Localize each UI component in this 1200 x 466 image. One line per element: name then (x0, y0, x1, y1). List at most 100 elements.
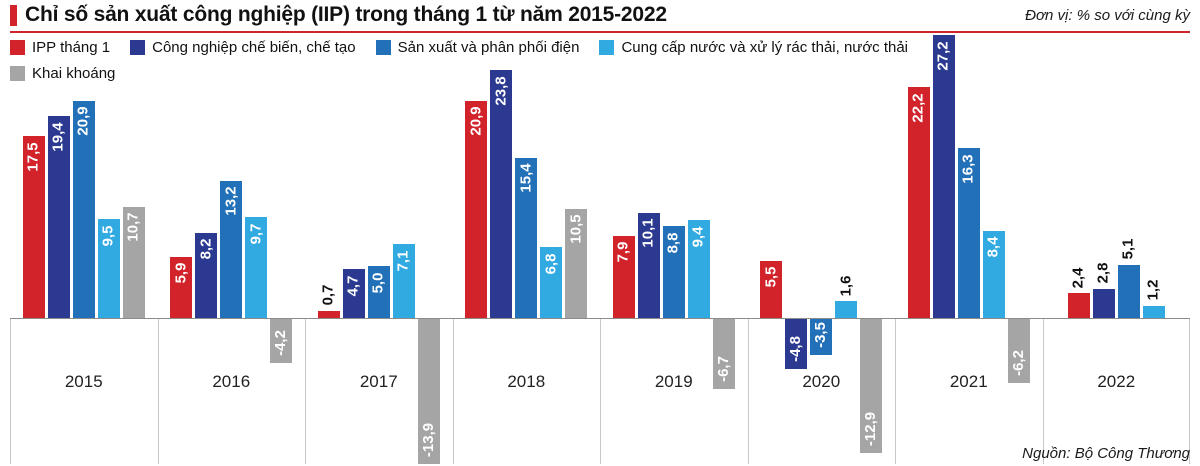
bar-value-label: 5,1 (1119, 239, 1137, 260)
grid-line (157, 318, 159, 464)
grid-line (1189, 318, 1190, 464)
legend-row: IPP tháng 1 Công nghiệp chế biến, chế tạo… (10, 39, 908, 56)
legend-item-cyan: Cung cấp nước và xử lý rác thải, nước th… (599, 39, 908, 56)
legend-item-gray: Khai khoáng (10, 65, 115, 82)
legend-row: Khai khoáng (10, 65, 908, 82)
bar-value-label: -12,9 (862, 412, 880, 447)
bar-blue-2016 (220, 180, 243, 318)
grid-line (452, 318, 454, 464)
year-label: 2017 (359, 372, 398, 391)
source-note: Nguồn: Bộ Công Thương (1022, 445, 1190, 462)
legend-label: Cung cấp nước và xử lý rác thải, nước th… (621, 39, 909, 56)
bar-red-2022 (1067, 293, 1090, 318)
bar-value-label: 10,7 (124, 212, 142, 242)
legend-label: IPP tháng 1 (32, 39, 111, 56)
year-label: 2020 (802, 372, 841, 391)
grid-line (600, 318, 601, 464)
bar-navy-2020 (785, 319, 808, 369)
legend-item-navy: Công nghiệp chế biến, chế tạo (130, 39, 356, 56)
baseline (10, 318, 1190, 319)
bar-cyan-2017 (392, 244, 415, 318)
bar-blue-2020 (810, 319, 833, 356)
bar-blue-2018 (515, 157, 538, 318)
bar-value-label: 13,2 (222, 186, 240, 216)
year-label: 2018 (507, 372, 546, 391)
bar-value-label: 15,4 (517, 163, 535, 193)
bar-blue-2017 (367, 266, 390, 318)
bar-cyan-2019 (687, 220, 710, 318)
bar-value-label: 7,9 (614, 241, 632, 263)
bar-cyan-2015 (97, 219, 120, 318)
bar-gray-2019 (712, 319, 735, 389)
bar-gray-2017 (417, 319, 440, 464)
bar-red-2019 (612, 235, 635, 318)
bar-value-label: 19,4 (49, 122, 67, 152)
bar-navy-2018 (490, 70, 513, 318)
bar-cyan-2022 (1142, 305, 1165, 318)
unit-note: Đơn vị: % so với cùng kỳ (1025, 6, 1190, 24)
legend-swatch-red (10, 40, 25, 55)
bar-red-2016 (170, 256, 193, 318)
bar-value-label: -6,2 (1009, 350, 1027, 377)
bar-navy-2015 (47, 116, 70, 318)
bar-value-label: 27,2 (934, 41, 952, 71)
year-label: 2015 (64, 372, 103, 391)
bar-value-label: -4,2 (272, 329, 290, 356)
bar-value-label: -3,5 (812, 322, 830, 349)
year-label: 2019 (654, 372, 693, 391)
legend-item-blue: Sản xuất và phân phối điện (375, 39, 580, 56)
year-label: 2022 (1097, 372, 1136, 391)
header-divider (10, 31, 1190, 33)
bar-value-label: 20,9 (74, 106, 92, 136)
bar-value-label: 4,7 (344, 275, 362, 297)
bar-value-label: 8,8 (664, 232, 682, 254)
legend-label: Công nghiệp chế biến, chế tạo (152, 39, 356, 56)
bar-navy-2021 (932, 35, 955, 318)
legend-swatch-cyan (599, 40, 615, 55)
bar-value-label: 9,5 (99, 225, 117, 247)
bar-cyan-2018 (540, 247, 563, 318)
grid-line (895, 318, 896, 464)
bar-value-label: 16,3 (959, 154, 977, 184)
bar-value-label: 17,5 (24, 141, 42, 172)
grid-line (1042, 318, 1044, 464)
legend-label: Sản xuất và phân phối điện (397, 39, 580, 56)
bar-gray-2015 (122, 206, 145, 318)
bar-value-label: -6,7 (714, 355, 732, 382)
bar-value-label: 6,8 (542, 253, 560, 275)
bar-blue-2022 (1117, 264, 1140, 318)
bar-navy-2022 (1092, 288, 1115, 318)
bar-red-2018 (465, 100, 488, 318)
legend-swatch-navy (130, 40, 146, 55)
legend-item-red: IPP tháng 1 (10, 39, 110, 56)
bar-cyan-2021 (982, 230, 1005, 318)
bar-value-label: 8,2 (197, 238, 215, 260)
bar-red-2021 (907, 87, 930, 318)
bar-value-label: 2,4 (1069, 267, 1087, 288)
bar-value-label: 5,9 (172, 262, 190, 284)
grid-line (747, 318, 749, 464)
legend-swatch-blue (375, 40, 391, 55)
bar-red-2017 (317, 310, 340, 318)
bar-value-label: 9,7 (247, 223, 265, 245)
bar-navy-2016 (195, 232, 218, 318)
grid-line (305, 318, 306, 464)
year-label: 2016 (212, 372, 251, 391)
grid-line (10, 318, 11, 464)
bar-gray-2016 (270, 319, 293, 363)
bar-value-label: 8,4 (984, 236, 1002, 258)
bar-blue-2015 (72, 100, 95, 318)
bar-value-label: -4,8 (787, 335, 805, 362)
bar-value-label: 2,8 (1094, 262, 1112, 284)
bar-blue-2021 (957, 148, 980, 318)
bar-value-label: 10,5 (567, 214, 585, 244)
page-title: Chỉ số sản xuất công nghiệp (IIP) trong … (25, 3, 667, 26)
bar-value-label: 20,9 (467, 106, 485, 136)
bar-navy-2017 (342, 269, 365, 318)
year-label: 2021 (949, 372, 988, 391)
bar-value-label: 5,0 (369, 272, 387, 293)
legend: IPP tháng 1 Công nghiệp chế biến, chế tạo… (10, 39, 908, 91)
bar-value-label: 9,4 (689, 226, 707, 248)
